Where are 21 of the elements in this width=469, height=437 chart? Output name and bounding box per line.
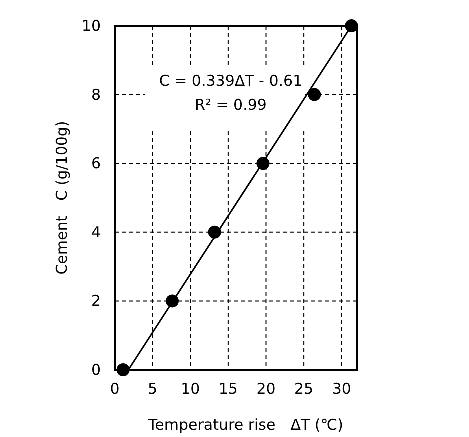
y-tick-label: 8 <box>91 86 101 104</box>
y-tick-label: 10 <box>82 17 101 35</box>
y-tick-label: 6 <box>91 154 101 173</box>
x-tick-label: 5 <box>148 380 158 398</box>
annotation: R² = 0.99 <box>195 96 267 114</box>
x-tick-label: 10 <box>181 380 200 398</box>
point <box>256 157 270 170</box>
y-tick-label: 2 <box>91 292 101 310</box>
point <box>308 88 322 102</box>
x-tick-label: 20 <box>256 380 276 398</box>
point <box>166 294 179 308</box>
x-axis-title: Temperature rise ΔT (℃) <box>148 416 344 434</box>
point <box>208 226 222 239</box>
y-tick-label: 4 <box>91 223 101 242</box>
y-axis-title: Cement C (g/100g) <box>53 121 71 275</box>
x-tick-label: 15 <box>218 380 238 398</box>
x-tick-label: 25 <box>294 380 314 398</box>
x-tick-label: 30 <box>332 380 352 398</box>
x-tick-label: 0 <box>110 380 120 398</box>
annotation: C = 0.339ΔT - 0.61 <box>159 72 303 90</box>
y-tick-label: 0 <box>91 361 101 379</box>
